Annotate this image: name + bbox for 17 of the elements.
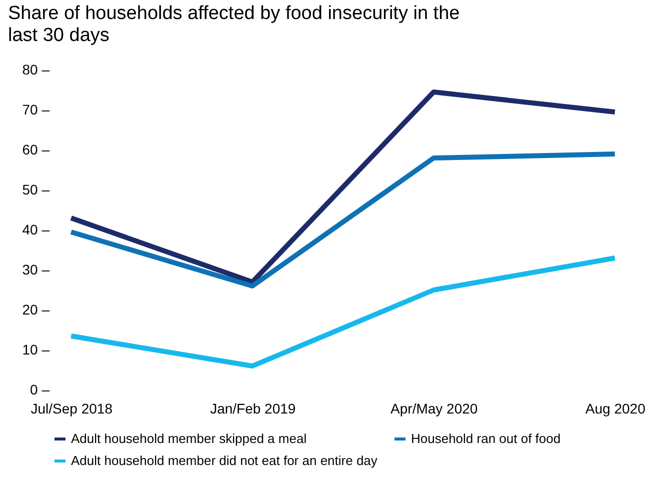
x-tick-label: Apr/May 2020 — [390, 400, 478, 416]
y-tick-label: 40 – — [22, 222, 50, 238]
y-tick-label: 60 – — [22, 142, 50, 158]
y-tick-label: 50 – — [22, 182, 50, 198]
y-tick-label: 70 – — [22, 102, 50, 118]
y-tick-label: 20 – — [22, 302, 50, 318]
x-tick-label: Jul/Sep 2018 — [30, 400, 113, 416]
legend-label: Adult household member did not eat for an entire day — [71, 453, 378, 468]
x-tick-label: Aug 2020 — [585, 400, 646, 416]
y-tick-label: 30 – — [22, 262, 50, 278]
y-tick-label: 80 – — [22, 62, 50, 78]
chart-title: Share of households affected by food insecurity in the last 30 days — [8, 3, 460, 46]
x-tick-label: Jan/Feb 2019 — [210, 400, 296, 416]
legend-label: Adult household member skipped a meal — [71, 431, 307, 446]
legend-label: Household ran out of food — [411, 431, 561, 446]
y-tick-label: 0 – — [30, 382, 50, 398]
y-tick-label: 10 – — [22, 342, 50, 358]
